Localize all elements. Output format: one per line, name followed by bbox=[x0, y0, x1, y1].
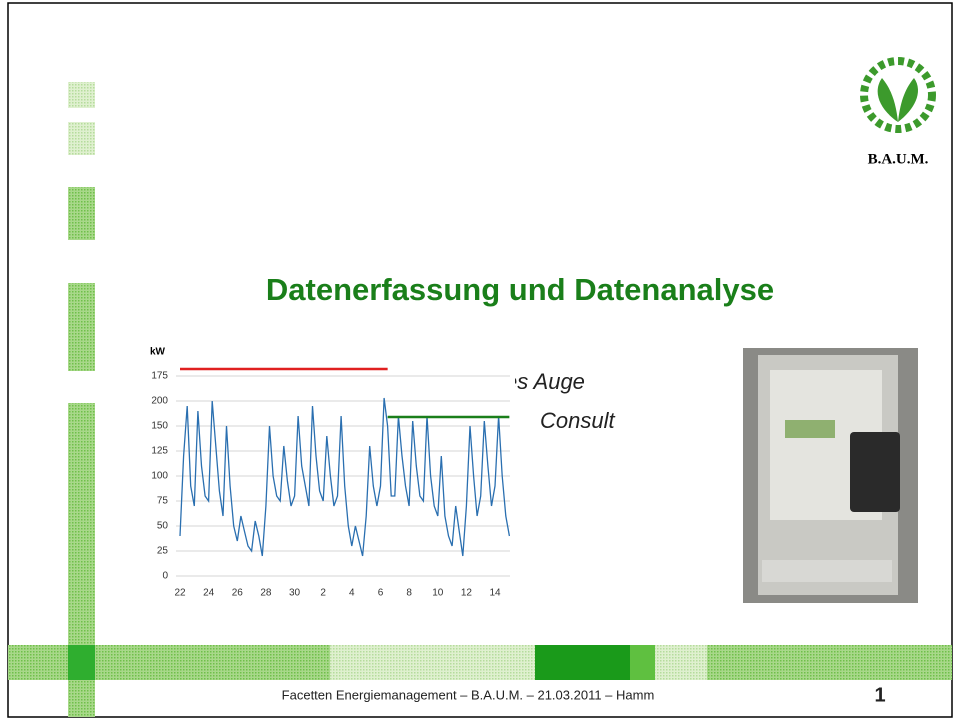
y-tick-label: 50 bbox=[157, 521, 169, 532]
x-tick-label: 10 bbox=[432, 588, 444, 599]
logo-text: B.A.U.M. bbox=[868, 151, 929, 167]
x-tick-label: 24 bbox=[203, 588, 215, 599]
x-tick-label: 12 bbox=[461, 588, 473, 599]
y-tick-label: 100 bbox=[151, 471, 168, 482]
subtitle-fragment: es Auge bbox=[505, 369, 585, 394]
x-tick-label: 2 bbox=[320, 588, 326, 599]
x-tick-label: 8 bbox=[406, 588, 412, 599]
page: B.A.U.M. Datenerfassung und Datenanalyse… bbox=[0, 0, 955, 720]
x-tick-label: 28 bbox=[260, 588, 272, 599]
x-tick-label: 4 bbox=[349, 588, 355, 599]
x-tick-label: 26 bbox=[232, 588, 244, 599]
slide: B.A.U.M. Datenerfassung und Datenanalyse… bbox=[0, 0, 955, 720]
y-tick-label: 150 bbox=[151, 421, 168, 432]
x-tick-label: 6 bbox=[378, 588, 384, 599]
x-tick-label: 22 bbox=[174, 588, 186, 599]
y-tick-label: 125 bbox=[151, 446, 168, 457]
x-tick-label: 30 bbox=[289, 588, 301, 599]
y-tick-label: 25 bbox=[157, 546, 169, 557]
meter-photo bbox=[743, 348, 918, 603]
y-axis-label: kW bbox=[150, 347, 166, 358]
y-tick-label: 75 bbox=[157, 496, 169, 507]
y-tick-label: 200 bbox=[151, 396, 168, 407]
y-tick-label: 0 bbox=[162, 571, 168, 582]
y-tick-label: 175 bbox=[151, 371, 168, 382]
x-tick-label: 14 bbox=[489, 588, 501, 599]
footer: Facetten Energiemanagement – B.A.U.M. – … bbox=[282, 687, 655, 702]
subtitle-fragment: Consult bbox=[540, 408, 615, 433]
page-number: 1 bbox=[874, 684, 885, 706]
slide-title: Datenerfassung und Datenanalyse bbox=[266, 272, 774, 307]
bottom-band bbox=[8, 645, 952, 680]
chart-background bbox=[148, 340, 515, 605]
